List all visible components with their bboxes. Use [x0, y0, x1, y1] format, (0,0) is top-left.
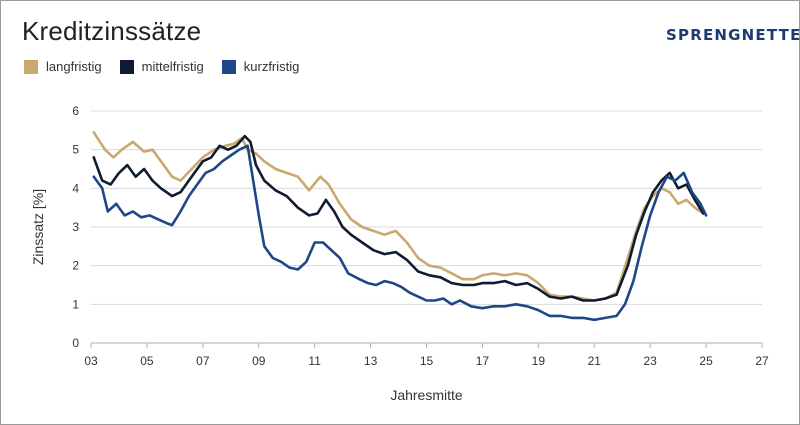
y-tick-label: 2: [72, 259, 79, 273]
x-tick-label: 15: [420, 354, 434, 368]
y-tick-label: 5: [72, 143, 79, 157]
y-axis-title: Zinssatz [%]: [30, 189, 46, 265]
x-axis-title: Jahresmitte: [390, 387, 463, 403]
x-tick-label: 07: [196, 354, 210, 368]
y-tick-label: 3: [72, 220, 79, 234]
legend-label-mittelfristig: mittelfristig: [141, 59, 204, 74]
legend-label-langfristig: langfristig: [46, 59, 102, 74]
legend-swatch-mittelfristig: [119, 59, 134, 74]
x-tick-label: 23: [643, 354, 657, 368]
legend-item-langfristig: langfristig: [24, 59, 102, 74]
y-tick-label: 1: [72, 297, 79, 311]
legend: langfristig mittelfristig kurzfristig: [24, 59, 299, 74]
x-tick-label: 11: [308, 354, 321, 368]
brand-logo: SPRENGNETTER: [666, 26, 800, 44]
legend-label-kurzfristig: kurzfristig: [243, 59, 300, 74]
series-line-langfristig: [92, 131, 705, 302]
x-tick-label: 27: [755, 354, 769, 368]
x-tick-label: 25: [699, 354, 713, 368]
y-tick-label: 0: [72, 336, 79, 350]
y-tick-label: 6: [72, 104, 79, 118]
x-tick-label: 19: [532, 354, 546, 368]
legend-swatch-langfristig: [24, 59, 38, 74]
legend-swatch-kurzfristig: [221, 59, 236, 74]
x-tick-label: 13: [364, 354, 378, 368]
x-tick-label: 21: [588, 354, 602, 368]
x-tick-label: 17: [476, 354, 490, 368]
y-tick-label: 4: [72, 181, 79, 195]
series-line-mittelfristig: [92, 134, 705, 302]
legend-item-kurzfristig: kurzfristig: [221, 59, 300, 74]
x-tick-label: 09: [252, 354, 266, 368]
x-tick-label: 05: [140, 354, 154, 368]
x-tick-label: 03: [84, 354, 98, 368]
legend-item-mittelfristig: mittelfristig: [119, 59, 204, 74]
chart-title: Kreditzinssätze: [22, 16, 202, 46]
series-line-kurzfristig: [92, 144, 708, 322]
